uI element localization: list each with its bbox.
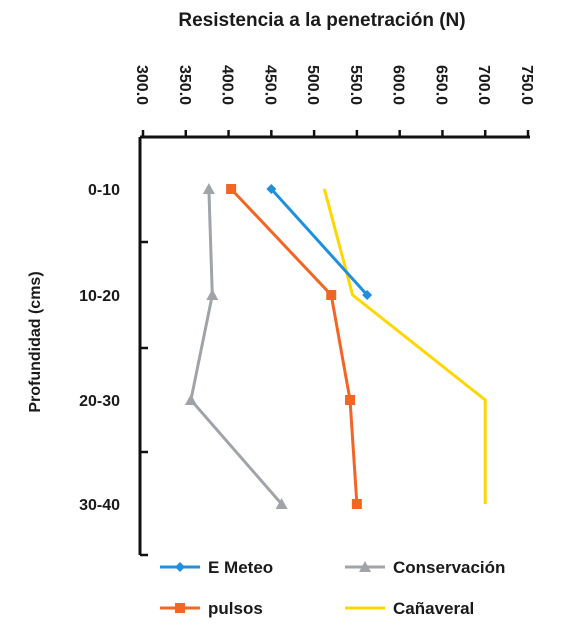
data-point xyxy=(345,395,356,405)
x-tick-label: 750.0 xyxy=(518,65,535,105)
series-conservaci-n xyxy=(184,183,288,509)
legend-label: Conservación xyxy=(393,558,505,577)
data-point xyxy=(175,562,185,572)
data-point xyxy=(206,289,219,300)
data-point xyxy=(202,183,215,194)
legend-label: Cañaveral xyxy=(393,599,474,618)
x-ticks: 300.0 350.0 400.0 450.0 500.0 550.0 600.0 650.0… xyxy=(133,65,535,137)
x-tick-label: 400.0 xyxy=(219,65,236,105)
y-tick-label: 10-20 xyxy=(79,288,120,305)
y-ticks: 0-10 10-20 20-30 30-40 xyxy=(79,135,148,557)
x-tick-label: 550.0 xyxy=(347,65,364,105)
chart-title: Resistencia a la penetración (N) xyxy=(178,10,465,31)
x-tick-label: 700.0 xyxy=(475,65,492,105)
x-tick-label: 350.0 xyxy=(176,65,193,105)
series-line xyxy=(270,187,369,297)
legend: E Meteo Conservación pulsos Cañaveral xyxy=(160,558,505,618)
series-ca-averal xyxy=(322,188,487,504)
data-point xyxy=(175,603,185,613)
legend-label: E Meteo xyxy=(208,558,273,577)
data-point xyxy=(266,184,277,194)
data-point xyxy=(351,499,362,509)
x-tick-label: 600.0 xyxy=(390,65,407,105)
y-tick-label: 20-30 xyxy=(79,393,120,410)
series-line xyxy=(189,188,283,505)
x-tick-label: 300.0 xyxy=(133,65,150,105)
data-point xyxy=(226,184,237,194)
series-line xyxy=(322,188,487,504)
data-point xyxy=(362,290,373,300)
legend-label: pulsos xyxy=(208,599,263,618)
legend-item: Cañaveral xyxy=(345,599,474,618)
data-point xyxy=(359,561,371,572)
data-point xyxy=(184,394,197,405)
series-group xyxy=(184,183,487,509)
data-point xyxy=(326,290,337,300)
legend-item: E Meteo xyxy=(160,558,273,577)
series-pulsos xyxy=(226,184,362,509)
legend-item: Conservación xyxy=(345,558,505,577)
y-tick-label: 0-10 xyxy=(88,182,120,199)
y-axis-label: Profundidad (cms) xyxy=(27,271,44,412)
x-tick-label: 650.0 xyxy=(432,65,449,105)
x-tick-label: 450.0 xyxy=(261,65,278,105)
legend-item: pulsos xyxy=(160,599,263,618)
series-e-meteo xyxy=(266,184,373,300)
y-tick-label: 30-40 xyxy=(79,497,120,514)
data-point xyxy=(275,498,288,509)
x-tick-label: 500.0 xyxy=(304,65,321,105)
series-line xyxy=(230,187,359,505)
